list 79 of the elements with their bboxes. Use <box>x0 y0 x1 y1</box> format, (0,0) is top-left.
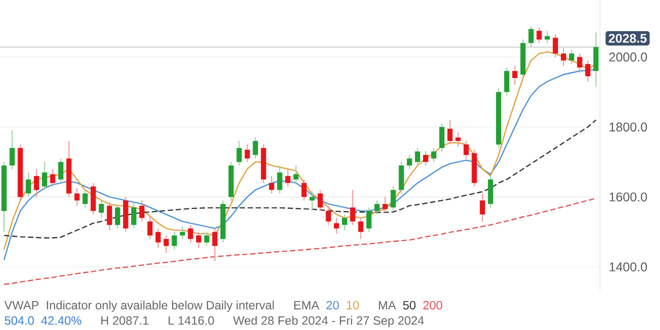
candlestick <box>244 144 250 163</box>
candlestick <box>593 32 599 88</box>
candlestick <box>106 202 112 231</box>
text: 42.40% <box>41 316 82 325</box>
candlestick <box>585 60 590 82</box>
candlestick <box>350 189 356 226</box>
text: 50 <box>403 300 416 310</box>
candlestick <box>26 172 31 198</box>
candlestick <box>423 150 428 166</box>
candlestick <box>528 26 534 48</box>
text: Indicator only available below Daily interval <box>46 300 274 312</box>
candlestick <box>74 188 80 206</box>
candlestick <box>269 175 274 194</box>
y-tick-label: 1800.0 <box>610 122 647 132</box>
candlestick <box>180 226 186 240</box>
candlestick <box>326 205 331 226</box>
candlestick <box>114 203 120 229</box>
candlestick <box>536 26 542 44</box>
candlestick <box>131 202 136 229</box>
candlestick <box>293 164 299 184</box>
candlestick <box>318 189 323 212</box>
candlestick <box>164 234 169 254</box>
candlestick <box>414 147 420 166</box>
text: VWAP <box>4 301 39 310</box>
text: 20 <box>326 300 339 310</box>
text: MA <box>378 301 396 310</box>
y-tick-label: 1400.0 <box>610 262 647 272</box>
candlestick <box>252 136 258 160</box>
candlestick <box>334 217 340 234</box>
text: L 1416.0 <box>168 316 214 325</box>
text: EMA <box>294 301 320 310</box>
candlestick <box>406 154 412 170</box>
text: H 2087.1 <box>101 316 148 325</box>
candlestick <box>139 200 144 222</box>
candlestick <box>285 168 290 187</box>
candlestick <box>204 231 210 246</box>
candlestick <box>382 196 388 214</box>
text: 200 <box>423 300 442 310</box>
candlestick <box>310 191 315 212</box>
candlestick <box>301 178 307 201</box>
candlestick <box>577 52 582 74</box>
candlestick <box>374 200 380 215</box>
candlestick <box>98 200 104 218</box>
candlestick <box>456 132 461 147</box>
candlestick <box>156 228 161 248</box>
candlestick <box>147 216 153 240</box>
candlestick <box>552 34 558 58</box>
candlestick <box>447 119 453 146</box>
candlestick <box>236 140 242 166</box>
candlestick <box>34 168 40 198</box>
candlestick <box>560 48 566 66</box>
candlestick <box>277 164 282 194</box>
candlestick <box>82 189 88 208</box>
candlestick <box>512 65 518 86</box>
candlestick <box>439 122 444 152</box>
candlestick <box>504 66 510 96</box>
candlestick <box>390 186 396 212</box>
candlestick <box>42 161 48 190</box>
text: Wed 28 Feb 2024 - Fri 27 Sep 2024 <box>233 316 424 328</box>
candlestick <box>480 192 486 222</box>
candlestick <box>431 147 436 163</box>
candlestick <box>569 49 574 65</box>
candlestick <box>544 30 550 44</box>
text: 504.0 <box>4 316 34 325</box>
y-tick-label: 1600.0 <box>610 192 647 202</box>
candlestick <box>50 168 56 187</box>
ref-line-label: 2028.5 <box>608 34 647 43</box>
candlestick <box>366 206 372 232</box>
candlestick <box>212 228 218 262</box>
candlestick <box>342 214 348 231</box>
candlestick <box>464 140 469 160</box>
text: 10 <box>346 300 359 310</box>
candlestick <box>358 217 364 240</box>
candlestick <box>10 130 15 170</box>
y-tick-label: 2000.0 <box>609 52 647 62</box>
candlestick <box>58 158 64 184</box>
candlestick <box>196 231 202 248</box>
candlestick <box>188 224 194 243</box>
candlestick <box>172 231 177 250</box>
